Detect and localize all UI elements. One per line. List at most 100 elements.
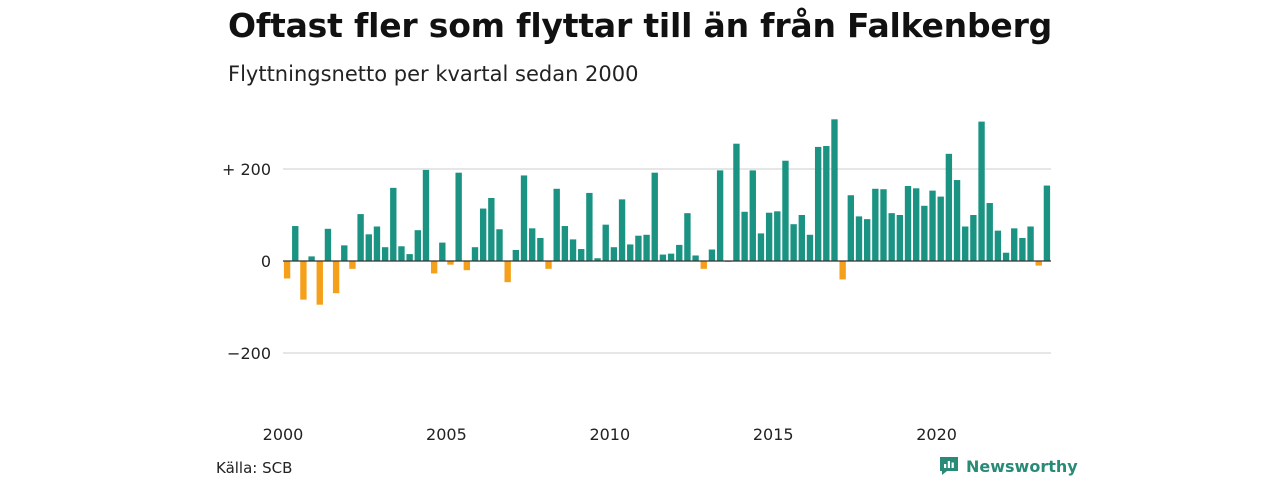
y-tick-label: −200 [227,344,271,363]
bar: 2021K4 [994,230,1002,261]
y-tick-label: + 200 [222,160,271,179]
bar: 2009K3 [594,258,601,261]
bar: 2014K3 [757,233,765,261]
bar: 2006K1 [479,208,487,261]
bar: 2009K4 [602,224,609,261]
bar: 2004K1 [414,230,421,261]
bar: 2016K4 [831,119,838,261]
bar: 2015K2 [782,160,789,261]
bar: 2000K2 [292,226,299,261]
bar: 2005K4 [471,247,479,261]
bar: 2017K2 [847,195,855,261]
bar: 2000K4 [308,256,315,261]
x-tick-label: 2000 [263,425,304,444]
bar: 2023K2 [1043,185,1051,261]
bar: 2013K4 [733,143,740,261]
bar: 2020K3 [953,180,961,261]
bar: 2001K3 [332,261,340,294]
source-note: Källa: SCB [216,459,293,477]
bar: 2022K1 [1002,252,1010,261]
x-tick-label: 2015 [753,425,794,444]
bar: 2006K4 [504,261,511,283]
bar: 2001K2 [324,228,332,261]
bar: 2019K4 [929,190,936,261]
bar: 2015K4 [798,215,805,261]
chart-subtitle: Flyttningsnetto per kvartal sedan 2000 [228,62,639,86]
bar: 2003K3 [398,246,405,261]
x-tick-label: 2005 [426,425,467,444]
brand-name: Newsworthy [966,456,1078,476]
x-tick-label: 2020 [916,425,957,444]
bar: 2010K1 [610,247,618,261]
bar: 2003K2 [390,187,397,261]
bar: 2021K3 [986,203,993,261]
bar: 2002K3 [365,234,372,261]
newsworthy-logo-icon [940,457,958,475]
bar: 2019K2 [913,188,920,261]
brand[interactable]: Newsworthy [938,455,1078,477]
bar: 2019K1 [904,186,912,261]
bar: 2015K3 [790,224,797,261]
bar: 2020K1 [937,196,944,261]
bar: 2000K1 [283,261,291,279]
bar: 2012K4 [700,261,707,269]
bar: 2006K2 [488,197,495,261]
bar: 2004K4 [439,242,446,261]
bar: 2013K1 [708,249,716,261]
bar: 2012K2 [684,213,691,261]
bar: 2022K2 [1011,228,1018,261]
bar: 2011K1 [643,234,650,261]
bar: 2009K1 [578,249,585,261]
bar: 2016K2 [814,146,822,261]
bar: 2010K2 [618,199,626,261]
bar: 2004K3 [430,261,438,274]
bar: 2005K2 [455,172,462,261]
bar: 2014K4 [765,212,773,261]
bar: 2010K3 [627,244,634,261]
bar: 2003K4 [406,254,413,261]
bar: 2015K1 [774,211,781,261]
bar: 2020K4 [962,226,969,261]
bar: 2022K4 [1027,226,1034,261]
y-tick-label: 0 [261,252,271,271]
bar: 2002K1 [349,261,356,269]
bar: 2021K1 [970,215,977,261]
bar: 2012K1 [676,244,683,261]
bar: 2021K2 [978,121,985,262]
bar: 2001K4 [341,245,348,261]
bar: 2023K1 [1035,261,1042,266]
bar: 2017K1 [839,261,846,280]
chart-title: Oftast fler som flyttar till än från Fal… [228,6,1053,45]
bar: 2001K1 [316,261,323,305]
bar: 2017K3 [855,216,863,261]
bar: 2011K2 [651,172,658,261]
bar: 2005K1 [447,261,454,265]
bar: 2007K4 [537,238,544,261]
bar: 2013K2 [716,170,724,261]
x-tick-label: 2010 [589,425,630,444]
bar: 2017K4 [863,219,871,261]
bar: 2008K4 [569,239,577,261]
bar: 2010K4 [635,235,642,261]
bar: 2011K3 [659,254,667,261]
bar: 2008K3 [561,226,569,261]
bar: 2018K2 [880,189,887,261]
bar: 2019K3 [921,205,928,261]
bar: 2011K4 [667,253,675,261]
bar: 2005K3 [463,261,471,271]
bar: 2002K2 [357,214,364,261]
bar: 2003K1 [381,247,389,261]
bar: 2014K1 [741,211,748,261]
bars-layer: 2000K12000K22000K32000K42001K12001K22001… [283,119,1051,305]
bar: 2016K3 [823,146,830,261]
grid-layer [283,168,1051,354]
bar: 2007K1 [512,249,520,261]
bar: 2000K3 [300,261,307,300]
bar: 2008K2 [553,188,560,261]
bar: 2014K2 [749,170,756,261]
bar: 2018K4 [896,215,904,261]
bar: 2008K1 [545,261,552,269]
bar: 2009K2 [586,192,593,261]
bar: 2007K3 [529,228,536,261]
